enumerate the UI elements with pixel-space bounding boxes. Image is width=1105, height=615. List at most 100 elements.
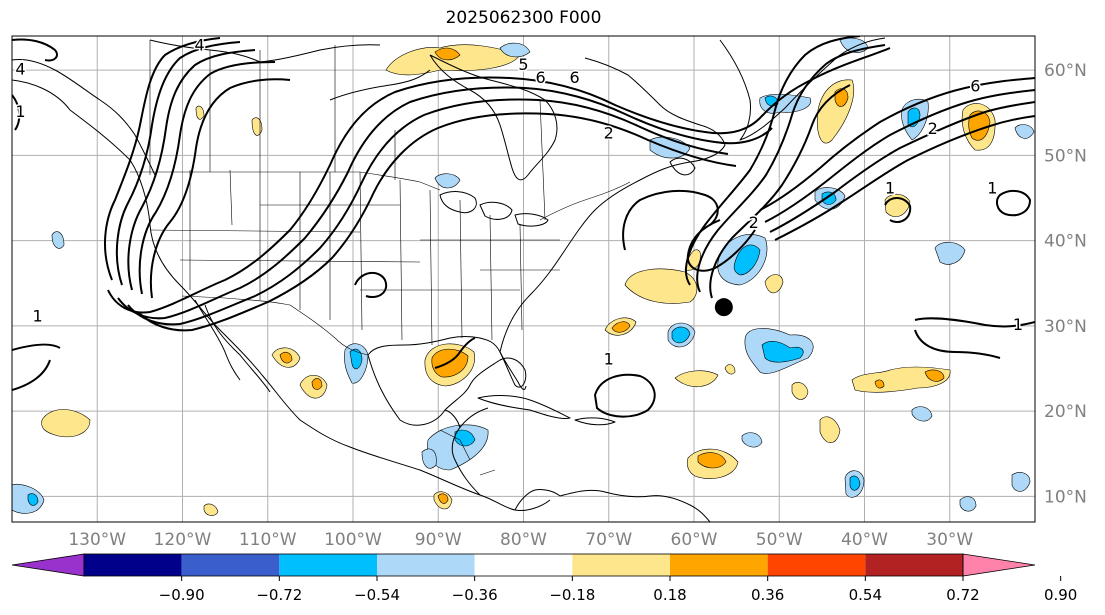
border-central-america xyxy=(439,429,496,476)
graticule xyxy=(12,36,1035,522)
colorbar-outline xyxy=(83,553,964,577)
colorbar-segment xyxy=(474,554,573,576)
contour-line xyxy=(622,189,719,251)
lon-tick-label: 120°W xyxy=(154,530,212,550)
anomaly-positive-patch xyxy=(195,105,205,120)
colorbar-segment xyxy=(865,554,963,576)
contour-line xyxy=(354,271,388,298)
colorbar-segment xyxy=(84,554,182,576)
colorbar-tick-label: 0.72 xyxy=(946,586,979,604)
contour-line xyxy=(12,359,51,391)
contour-line xyxy=(107,47,891,314)
contour-line xyxy=(884,197,912,224)
contour-value-label: 1 xyxy=(885,179,895,198)
anomaly-negative-patch xyxy=(349,348,363,370)
anomaly-positive-patch xyxy=(968,110,991,141)
colorbar-tick-label: −0.90 xyxy=(159,586,205,604)
lon-tick-label: 30°W xyxy=(926,530,973,550)
anomaly-fill-layer xyxy=(12,37,1035,516)
lat-tick-label: 10°N xyxy=(1044,487,1087,507)
anomaly-positive-patch xyxy=(279,351,293,364)
lon-tick-label: 60°W xyxy=(671,530,718,550)
coastline-florida xyxy=(499,351,527,390)
lon-tick-label: 70°W xyxy=(585,530,632,550)
coastline-newfoundland xyxy=(669,157,696,176)
anomaly-negative-patch xyxy=(849,475,861,491)
coastline-great-lakes xyxy=(439,191,549,227)
colorbar-tick-label: −0.36 xyxy=(452,586,498,604)
coastline-south-america-north xyxy=(559,489,711,522)
contour-line xyxy=(774,115,1035,241)
colorbar-segment xyxy=(279,554,377,576)
anomaly-negative-patch xyxy=(761,340,804,363)
colorbar-extend-max xyxy=(962,553,1036,577)
anomaly-positive-patch xyxy=(203,503,219,516)
contour-value-label: 1 xyxy=(987,179,997,198)
anomaly-positive-patch xyxy=(874,379,885,389)
marker-layer xyxy=(714,298,733,317)
lon-tick-label: 110°W xyxy=(239,530,297,550)
lon-tick-label: 130°W xyxy=(68,530,126,550)
lat-tick-label: 30°N xyxy=(1044,317,1087,337)
contour-value-label: 1 xyxy=(604,349,614,368)
anomaly-negative-patch xyxy=(454,429,476,447)
anomaly-negative-patch xyxy=(51,231,65,249)
latitude-labels: 10°N 20°N 30°N 40°N 50°N 60°N xyxy=(1044,61,1087,507)
anomaly-negative-patch xyxy=(934,241,966,265)
coastline-alaska xyxy=(12,59,156,176)
anomaly-negative-patch xyxy=(421,448,437,469)
contour-line xyxy=(103,37,221,281)
lon-tick-label: 50°W xyxy=(756,530,803,550)
contour-line xyxy=(764,89,1035,223)
anomaly-negative-patch xyxy=(671,326,691,344)
colorbar-extend-min xyxy=(11,553,85,577)
contour-line xyxy=(138,61,276,295)
anomaly-positive-patch xyxy=(41,409,91,438)
coastline-mexico-yucatan xyxy=(444,409,461,429)
colorbar-tick-label: −0.18 xyxy=(549,586,595,604)
anomaly-positive-patch xyxy=(624,268,698,304)
contour-line xyxy=(759,77,1035,211)
colorbar-segment xyxy=(377,554,475,576)
lat-tick-label: 50°N xyxy=(1044,146,1087,166)
contour-value-label: 4 xyxy=(15,59,25,78)
anomaly-negative-patch xyxy=(434,173,461,189)
anomaly-positive-patch xyxy=(697,452,727,469)
coastline-gulf-of-mexico xyxy=(367,336,527,426)
contour-line xyxy=(127,98,729,326)
lat-tick-label: 60°N xyxy=(1044,61,1087,81)
colorbar-segment xyxy=(767,554,866,576)
contour-value-label: 1 xyxy=(1013,315,1023,334)
contour-line xyxy=(137,112,737,332)
colorbar-tick-label: 0.54 xyxy=(849,586,882,604)
coastline-hispaniola xyxy=(574,417,616,426)
anomaly-positive-patch xyxy=(611,321,631,333)
contour-value-label: 6 xyxy=(570,68,580,87)
anomaly-positive-patch xyxy=(431,348,469,378)
contour-value-label: 2 xyxy=(604,123,614,142)
anomaly-negative-patch xyxy=(499,42,531,58)
anomaly-negative-patch xyxy=(27,493,39,506)
colorbar-tick-label: −0.54 xyxy=(354,586,400,604)
anomaly-positive-patch xyxy=(251,117,263,136)
anomaly-positive-patch xyxy=(724,364,736,375)
colorbar-segment xyxy=(572,554,670,576)
longitude-labels: 130°W 120°W 110°W 100°W 90°W 80°W 70°W 60°W 50°W… xyxy=(68,530,973,550)
contour-line xyxy=(914,317,1035,328)
borders-layer xyxy=(130,40,631,476)
lat-tick-label: 40°N xyxy=(1044,232,1087,252)
contour-line xyxy=(686,219,756,272)
contour-line xyxy=(127,49,256,291)
contour-value-label: 6 xyxy=(970,76,980,95)
lat-tick-label: 20°N xyxy=(1044,402,1087,422)
contour-line xyxy=(593,373,656,418)
map-title: 2025062300 F000 xyxy=(445,8,602,28)
anomaly-negative-patch xyxy=(821,191,837,205)
anomaly-positive-patch xyxy=(434,47,461,61)
contour-line xyxy=(149,78,291,299)
contour-line xyxy=(914,329,1001,359)
anomaly-negative-patch xyxy=(911,406,933,422)
anomaly-negative-patch xyxy=(959,496,977,512)
anomaly-negative-patch xyxy=(1014,124,1035,139)
coastline-layer xyxy=(12,37,886,522)
